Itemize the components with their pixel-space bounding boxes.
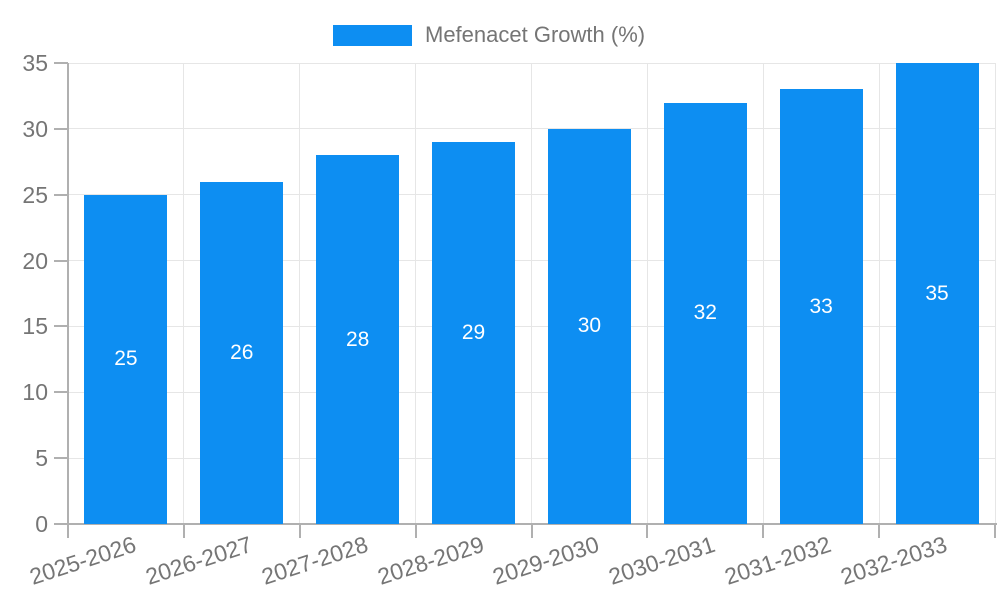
x-gridline <box>183 63 185 524</box>
bar-2032-2033[interactable] <box>895 63 979 524</box>
y-axis-tick <box>54 325 68 328</box>
x-gridline <box>762 63 764 524</box>
x-axis-label: 2026-2027 <box>142 531 255 590</box>
x-axis-tick <box>414 524 417 538</box>
bar-2029-2030[interactable] <box>547 128 631 524</box>
bar-value-label: 30 <box>577 314 602 338</box>
bar-value-label: 32 <box>693 301 717 325</box>
x-axis-label: 2030-2031 <box>605 531 719 590</box>
y-axis-label: 0 <box>35 511 48 537</box>
y-axis-label: 10 <box>22 379 48 406</box>
x-gridline <box>299 63 301 524</box>
bar-2026-2027[interactable] <box>200 181 284 524</box>
x-gridline <box>878 63 880 524</box>
x-axis-tick <box>994 524 996 538</box>
y-axis-tick <box>54 62 68 64</box>
x-axis-label: 2032-2033 <box>837 531 951 590</box>
bar-2025-2026[interactable] <box>84 194 168 524</box>
x-axis-line <box>68 523 997 525</box>
y-axis-line <box>67 63 69 538</box>
x-axis-tick <box>67 524 69 538</box>
bar-value-label: 29 <box>461 321 486 344</box>
bar-2027-2028[interactable] <box>316 155 400 524</box>
y-axis-label: 5 <box>35 445 48 472</box>
y-axis-tick <box>54 127 68 130</box>
x-axis-tick <box>530 524 533 538</box>
bar-2030-2031[interactable] <box>663 102 747 524</box>
y-axis-tick <box>54 391 68 394</box>
x-gridline <box>646 63 648 524</box>
x-axis-label: 2029-2030 <box>489 531 603 590</box>
y-axis-label: 25 <box>22 181 48 208</box>
legend-label: Mefenacet Growth (%) <box>425 22 646 47</box>
x-axis-label: 2027-2028 <box>258 531 371 590</box>
y-axis-tick <box>54 193 68 196</box>
y-axis-label: 35 <box>22 50 48 76</box>
x-axis-tick <box>878 524 881 538</box>
bar-2031-2032[interactable] <box>779 89 863 524</box>
y-axis-tick <box>54 523 68 525</box>
x-axis-tick <box>762 524 765 538</box>
legend-swatch-icon <box>333 24 412 46</box>
bar-value-label: 28 <box>346 327 370 351</box>
x-axis-label: 2031-2032 <box>721 531 835 590</box>
x-axis-tick <box>298 524 301 538</box>
x-gridline <box>415 63 417 524</box>
x-axis-tick <box>182 524 185 538</box>
x-axis-tick <box>646 524 649 538</box>
bar-value-label: 35 <box>925 281 949 305</box>
bar-value-label: 33 <box>809 294 833 318</box>
y-axis-label: 15 <box>22 313 48 340</box>
y-axis-label: 30 <box>22 115 48 142</box>
legend[interactable]: Mefenacet Growth (%) <box>333 22 645 48</box>
x-gridline <box>994 63 996 524</box>
y-axis-tick <box>54 259 68 262</box>
y-axis-tick <box>54 457 68 460</box>
bar-value-label: 25 <box>114 347 138 371</box>
x-axis-label: 2028-2029 <box>373 531 487 590</box>
bar-value-label: 26 <box>230 340 254 364</box>
bar-2028-2029[interactable] <box>432 142 516 524</box>
x-gridline <box>531 63 532 524</box>
y-axis-label: 20 <box>22 247 48 274</box>
x-axis-label: 2025-2026 <box>26 531 139 590</box>
